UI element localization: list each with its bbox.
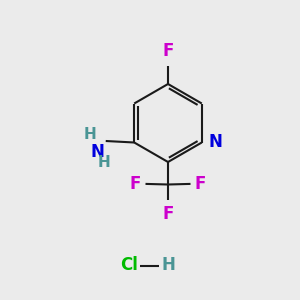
Text: F: F: [130, 175, 141, 193]
Text: H: H: [161, 256, 175, 274]
Text: F: F: [195, 175, 206, 193]
Text: N: N: [208, 133, 222, 151]
Text: N: N: [90, 143, 104, 161]
Text: Cl: Cl: [120, 256, 138, 274]
Text: F: F: [162, 42, 174, 60]
Text: F: F: [162, 205, 174, 223]
Text: H: H: [84, 127, 97, 142]
Text: H: H: [98, 155, 111, 170]
